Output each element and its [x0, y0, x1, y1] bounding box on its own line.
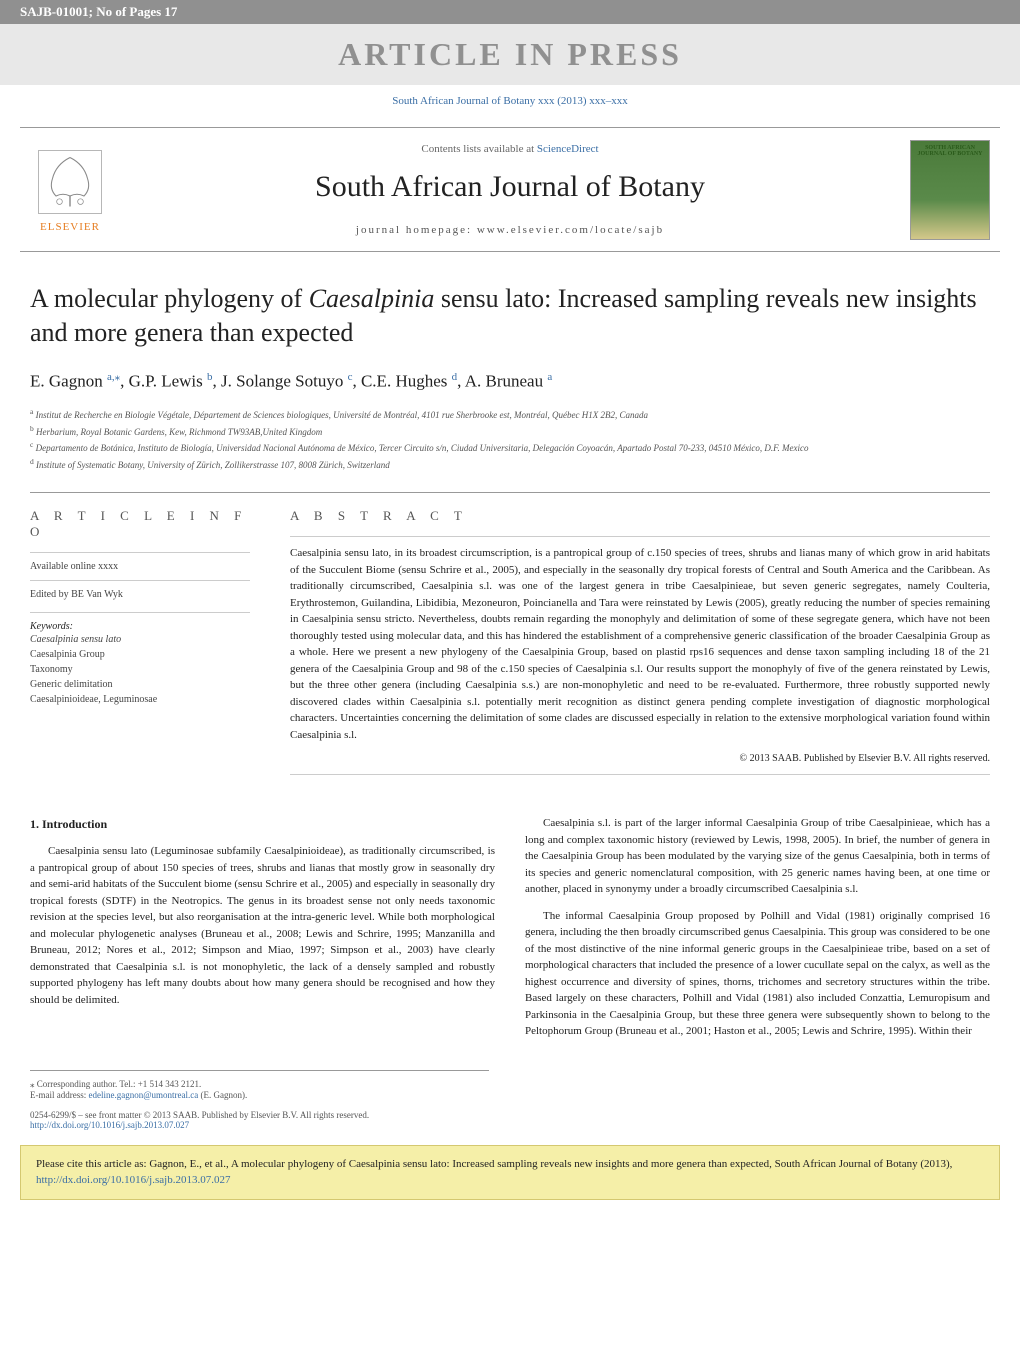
front-matter: 0254-6299/$ – see front matter © 2013 SA… — [30, 1110, 990, 1120]
footer-meta: 0254-6299/$ – see front matter © 2013 SA… — [30, 1110, 990, 1130]
elsevier-tree-icon — [35, 147, 105, 217]
section-1-heading: 1. Introduction — [30, 815, 495, 833]
corresponding-email: E-mail address: edeline.gagnon@umontreal… — [30, 1090, 489, 1100]
journal-homepage: journal homepage: www.elsevier.com/locat… — [120, 224, 900, 236]
author-5: , A. Bruneau — [457, 371, 547, 390]
body-columns: 1. Introduction Caesalpinia sensu lato (… — [30, 815, 990, 1050]
title-italic: Caesalpinia — [309, 284, 435, 313]
article-in-press-banner: ARTICLE IN PRESS — [0, 24, 1020, 85]
keyword-1: Caesalpinia Group — [30, 647, 250, 662]
copyright: © 2013 SAAB. Published by Elsevier B.V. … — [290, 753, 990, 764]
column-left: 1. Introduction Caesalpinia sensu lato (… — [30, 815, 495, 1050]
sajb-id: SAJB-01001; No of Pages 17 — [20, 4, 177, 20]
article-info: A R T I C L E I N F O Available online x… — [30, 493, 270, 790]
cite-doi-link[interactable]: http://dx.doi.org/10.1016/j.sajb.2013.07… — [36, 1174, 230, 1186]
affiliations: a Institut de Recherche en Biologie Végé… — [30, 406, 990, 472]
cover-image: SOUTH AFRICAN JOURNAL OF BOTANY — [910, 140, 990, 240]
corresponding-line: ⁎ Corresponding author. Tel.: +1 514 343… — [30, 1079, 489, 1090]
author-4: , C.E. Hughes — [352, 371, 451, 390]
affiliation-b: b Herbarium, Royal Botanic Gardens, Kew,… — [30, 423, 990, 440]
info-heading: A R T I C L E I N F O — [30, 508, 250, 540]
header-bar: SAJB-01001; No of Pages 17 — [0, 0, 1020, 24]
sciencedirect-link[interactable]: ScienceDirect — [537, 143, 599, 155]
col1-para-1: Caesalpinia sensu lato (Leguminosae subf… — [30, 843, 495, 1008]
author-3: , J. Solange Sotuyo — [213, 371, 348, 390]
column-right: Caesalpinia s.l. is part of the larger i… — [525, 815, 990, 1050]
abstract-text: Caesalpinia sensu lato, in its broadest … — [290, 536, 990, 743]
info-abstract-section: A R T I C L E I N F O Available online x… — [30, 492, 990, 790]
affiliation-c: c Departamento de Botánica, Instituto de… — [30, 439, 990, 456]
cite-text: Please cite this article as: Gagnon, E.,… — [36, 1158, 952, 1170]
article-title: A molecular phylogeny of Caesalpinia sen… — [30, 282, 990, 350]
title-pre: A molecular phylogeny of — [30, 284, 309, 313]
available-online: Available online xxxx — [30, 552, 250, 572]
corresponding-author: ⁎ Corresponding author. Tel.: +1 514 343… — [30, 1070, 489, 1100]
author-1: E. Gagnon — [30, 371, 107, 390]
journal-title: South African Journal of Botany — [120, 170, 900, 204]
col2-para-1: Caesalpinia s.l. is part of the larger i… — [525, 815, 990, 898]
keyword-0: Caesalpinia sensu lato — [30, 632, 250, 647]
author-1-sup: a, — [107, 371, 115, 383]
sciencedirect-line: Contents lists available at ScienceDirec… — [120, 143, 900, 155]
citation-line: South African Journal of Botany xxx (201… — [0, 95, 1020, 107]
keyword-2: Taxonomy — [30, 662, 250, 677]
abstract-heading: A B S T R A C T — [290, 508, 990, 524]
abstract: A B S T R A C T Caesalpinia sensu lato, … — [270, 493, 990, 790]
keywords-list: Caesalpinia sensu lato Caesalpinia Group… — [30, 632, 250, 707]
sciencedirect-prefix: Contents lists available at — [421, 143, 536, 155]
cover-title: SOUTH AFRICAN JOURNAL OF BOTANY — [915, 145, 985, 158]
keyword-4: Caesalpinioideae, Leguminosae — [30, 692, 250, 707]
affiliation-d: d Institute of Systematic Botany, Univer… — [30, 456, 990, 473]
col2-para-2: The informal Caesalpinia Group proposed … — [525, 908, 990, 1040]
authors: E. Gagnon a,⁎, G.P. Lewis b, J. Solange … — [30, 370, 990, 392]
author-2: , G.P. Lewis — [120, 371, 207, 390]
affiliation-a: a Institut de Recherche en Biologie Végé… — [30, 406, 990, 423]
keywords-label: Keywords: — [30, 612, 250, 632]
journal-center: Contents lists available at ScienceDirec… — [120, 128, 900, 251]
journal-header: ELSEVIER Contents lists available at Sci… — [20, 127, 1000, 252]
email-link[interactable]: edeline.gagnon@umontreal.ca — [88, 1090, 198, 1100]
edited-by: Edited by BE Van Wyk — [30, 580, 250, 600]
journal-cover: SOUTH AFRICAN JOURNAL OF BOTANY — [900, 128, 1000, 251]
doi-link[interactable]: http://dx.doi.org/10.1016/j.sajb.2013.07… — [30, 1120, 990, 1130]
elsevier-logo: ELSEVIER — [20, 128, 120, 251]
keyword-3: Generic delimitation — [30, 677, 250, 692]
elsevier-text: ELSEVIER — [40, 221, 100, 233]
cite-box: Please cite this article as: Gagnon, E.,… — [20, 1145, 1000, 1200]
author-5-sup: a — [547, 371, 552, 383]
abstract-divider — [290, 774, 990, 775]
